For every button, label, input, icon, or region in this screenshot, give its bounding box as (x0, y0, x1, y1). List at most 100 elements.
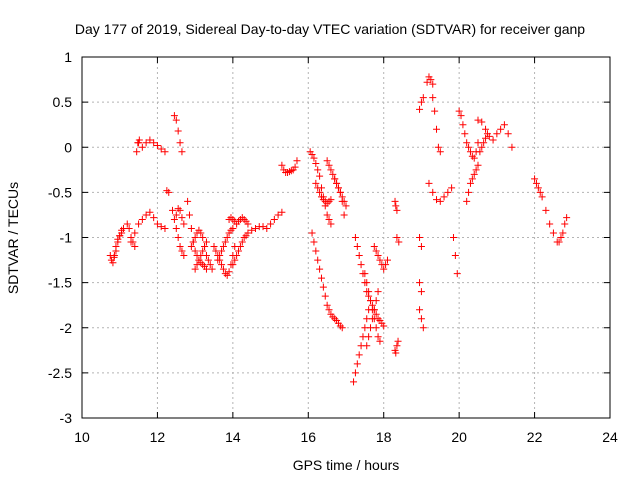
data-point (392, 202, 400, 210)
series-arc-16 (225, 214, 252, 228)
data-point (357, 261, 365, 269)
series-arc-20 (306, 148, 335, 228)
data-point (478, 143, 486, 151)
data-point (331, 175, 339, 183)
data-point (419, 324, 427, 332)
data-point (327, 220, 335, 228)
data-point (229, 261, 237, 269)
data-point (536, 188, 544, 196)
data-point (150, 214, 158, 222)
data-point (382, 261, 390, 269)
data-point (178, 148, 186, 156)
data-point (293, 157, 301, 165)
data-point (240, 215, 248, 223)
data-point (172, 211, 180, 219)
data-point (333, 179, 341, 187)
data-point (165, 188, 173, 196)
data-point (532, 179, 540, 187)
x-tick-label: 24 (602, 429, 618, 445)
data-point (172, 224, 180, 232)
data-point (351, 234, 359, 241)
data-point (557, 234, 565, 241)
data-point (163, 187, 171, 195)
series-arc-36 (416, 94, 427, 113)
data-point (146, 136, 154, 144)
data-point (229, 215, 237, 223)
data-point (372, 297, 380, 305)
data-point (146, 208, 154, 216)
data-point (312, 247, 320, 255)
data-point (325, 161, 333, 169)
data-point (310, 154, 318, 162)
data-point (174, 127, 182, 135)
series-arc-21 (308, 229, 346, 332)
data-point (367, 324, 375, 332)
data-point (425, 179, 433, 187)
series-arc-02 (106, 229, 126, 267)
data-point (370, 306, 378, 314)
data-point (380, 265, 388, 273)
data-point (361, 270, 369, 278)
data-point (429, 94, 437, 102)
data-point (342, 202, 350, 210)
series-arc-30 (391, 337, 402, 357)
data-point (202, 238, 210, 246)
data-point (549, 229, 557, 237)
data-point (470, 170, 478, 178)
y-axis-label: SDTVAR / TECUs (5, 182, 21, 294)
data-point (216, 252, 224, 260)
series-arc-45 (531, 175, 571, 246)
data-point (508, 143, 516, 151)
data-point (433, 196, 441, 204)
data-point (434, 143, 442, 151)
data-point (218, 261, 226, 269)
data-point (417, 288, 425, 296)
data-point (312, 179, 320, 187)
data-point (429, 188, 437, 196)
data-point (489, 136, 497, 144)
data-point (463, 139, 471, 147)
data-point (225, 268, 233, 276)
series-arc-32 (393, 234, 403, 246)
data-point (374, 288, 382, 296)
data-point (334, 184, 342, 192)
data-point (392, 349, 400, 357)
series-arc-07 (163, 187, 173, 196)
data-point (129, 238, 137, 246)
data-point (555, 238, 563, 246)
series-arc-14 (210, 243, 239, 279)
data-point (197, 229, 205, 237)
data-point (314, 184, 322, 192)
series-arc-09 (169, 206, 188, 260)
data-marks (106, 73, 571, 386)
data-point (142, 211, 150, 219)
series-arc-13 (191, 238, 210, 273)
data-point (461, 130, 469, 138)
data-point (161, 224, 169, 232)
data-point (204, 256, 212, 264)
axis-ticks: 10 12 14 16 18 20 22 24 -3 -2.5 -2 -1.5 -1 -0.5 0 0.5 1 (48, 49, 618, 445)
data-point (287, 167, 295, 175)
series-arc-26 (351, 234, 388, 330)
data-point (206, 261, 214, 269)
data-point (153, 220, 161, 228)
data-point (365, 333, 373, 341)
data-point (191, 247, 199, 255)
data-point (176, 243, 184, 251)
series-arc-33 (416, 279, 425, 296)
data-point (480, 139, 488, 147)
data-point (391, 197, 399, 205)
x-tick-label: 10 (74, 429, 90, 445)
data-point (419, 94, 427, 102)
data-point (476, 148, 484, 156)
data-point (210, 243, 218, 251)
data-point (185, 211, 193, 219)
data-point (394, 337, 402, 345)
data-point (244, 229, 252, 237)
data-point (240, 234, 248, 241)
data-point (223, 234, 231, 241)
y-tick-label: -2 (60, 320, 73, 336)
data-point (180, 252, 188, 260)
data-point (468, 152, 476, 160)
